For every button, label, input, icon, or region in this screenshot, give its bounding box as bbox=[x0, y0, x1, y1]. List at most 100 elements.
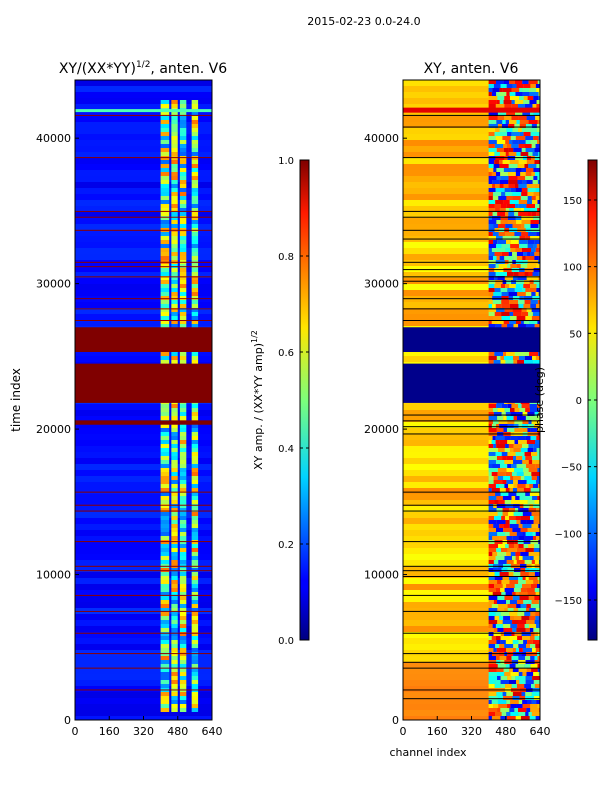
left-bright-cell bbox=[179, 640, 187, 644]
right-disturbed-cell bbox=[529, 608, 536, 612]
left-bright-cell bbox=[191, 276, 199, 280]
right-disturbed-cell bbox=[493, 360, 501, 364]
right-bg-row bbox=[403, 530, 540, 536]
right-disturbed-cell bbox=[502, 620, 513, 624]
right-y-tick-label: 0 bbox=[392, 714, 399, 727]
right-disturbed-cell bbox=[534, 572, 539, 576]
right-disturbed-cell bbox=[508, 576, 519, 580]
right-disturbed-cell bbox=[530, 220, 539, 224]
right-bg-row bbox=[403, 200, 540, 206]
right-disturbed-cell bbox=[507, 132, 512, 136]
right-disturbed-cell bbox=[525, 576, 529, 580]
left-bright-cell bbox=[191, 184, 199, 188]
left-bright-cell bbox=[191, 456, 199, 460]
left-bg-row bbox=[75, 674, 212, 680]
right-cbar-tick-label: −50 bbox=[561, 463, 582, 474]
right-disturbed-cell bbox=[529, 716, 536, 720]
right-bg-row bbox=[403, 518, 540, 524]
right-disturbed-cell bbox=[525, 456, 532, 460]
right-disturbed-cell bbox=[495, 460, 505, 464]
right-disturbed-cell bbox=[516, 84, 524, 88]
right-disturbed-cell bbox=[537, 208, 540, 212]
right-disturbed-cell bbox=[506, 656, 512, 660]
right-disturbed-cell bbox=[509, 524, 519, 528]
left-bright-cell bbox=[160, 240, 170, 244]
right-bg-row bbox=[403, 80, 540, 86]
right-disturbed-cell bbox=[538, 356, 540, 360]
left-bright-cell bbox=[191, 180, 199, 184]
left-bright-cell bbox=[179, 296, 187, 300]
left-bg-row bbox=[75, 80, 212, 86]
right-disturbed-cell bbox=[513, 324, 519, 328]
right-disturbed-cell bbox=[505, 208, 510, 212]
left-bright-cell bbox=[160, 616, 170, 620]
right-disturbed-cell bbox=[538, 572, 540, 576]
left-bright-cell bbox=[179, 472, 187, 476]
right-disturbed-cell bbox=[495, 556, 505, 560]
right-disturbed-cell bbox=[506, 584, 515, 588]
right-disturbed-cell bbox=[523, 472, 532, 476]
right-disturbed-cell bbox=[528, 576, 538, 580]
right-disturbed-cell bbox=[499, 208, 506, 212]
right-disturbed-cell bbox=[491, 700, 498, 704]
right-disturbed-cell bbox=[517, 484, 526, 488]
left-bright-cell bbox=[191, 620, 199, 624]
right-disturbed-cell bbox=[509, 580, 519, 584]
right-disturbed-cell bbox=[526, 216, 534, 220]
right-disturbed-cell bbox=[536, 416, 540, 420]
right-disturbed-cell bbox=[538, 580, 540, 584]
right-disturbed-cell bbox=[527, 528, 537, 532]
right-disturbed-cell bbox=[488, 264, 496, 268]
right-disturbed-cell bbox=[515, 284, 521, 288]
left-bg-row bbox=[75, 434, 212, 440]
right-disturbed-cell bbox=[525, 176, 534, 180]
right-disturbed-cell bbox=[519, 244, 528, 248]
right-disturbed-cell bbox=[519, 504, 524, 508]
left-bright-cell bbox=[191, 256, 199, 260]
right-disturbed-cell bbox=[509, 300, 519, 304]
right-disturbed-cell bbox=[497, 568, 502, 572]
left-bright-cell bbox=[160, 464, 170, 468]
right-disturbed-cell bbox=[508, 212, 515, 216]
left-bright-cell bbox=[171, 516, 178, 520]
right-disturbed-cell bbox=[499, 616, 504, 620]
left-bright-cell bbox=[160, 256, 170, 260]
right-disturbed-cell bbox=[509, 508, 516, 512]
left-bg-row bbox=[75, 230, 212, 236]
left-bright-cell bbox=[179, 120, 187, 124]
right-bg-row bbox=[403, 440, 540, 446]
left-bright-cell bbox=[179, 544, 187, 548]
left-bright-cell bbox=[171, 180, 178, 184]
left-bg-row bbox=[75, 710, 212, 716]
right-disturbed-cell bbox=[504, 356, 514, 360]
right-disturbed-cell bbox=[512, 620, 519, 624]
left-bright-cell bbox=[191, 500, 199, 504]
right-disturbed-cell bbox=[498, 232, 506, 236]
right-disturbed-cell bbox=[510, 412, 517, 416]
left-bright-cell bbox=[191, 552, 199, 556]
right-disturbed-cell bbox=[521, 168, 527, 172]
right-disturbed-cell bbox=[525, 416, 530, 420]
right-disturbed-cell bbox=[522, 92, 530, 96]
right-disturbed-cell bbox=[516, 628, 526, 632]
left-bright-cell bbox=[179, 124, 187, 128]
right-flag-line bbox=[403, 320, 540, 321]
right-disturbed-cell bbox=[525, 692, 532, 696]
left-bg-row bbox=[75, 170, 212, 176]
right-disturbed-cell bbox=[534, 560, 539, 564]
right-disturbed-cell bbox=[488, 292, 494, 296]
right-bg-row bbox=[403, 320, 540, 326]
right-disturbed-cell bbox=[531, 308, 538, 312]
left-bright-cell bbox=[171, 224, 178, 228]
left-bright-cell bbox=[191, 560, 199, 564]
left-bright-cell bbox=[179, 248, 187, 252]
left-bright-cell bbox=[179, 684, 187, 688]
right-disturbed-cell bbox=[509, 636, 518, 640]
right-disturbed-cell bbox=[517, 176, 526, 180]
right-disturbed-cell bbox=[502, 576, 509, 580]
right-disturbed-cell bbox=[495, 680, 501, 684]
right-disturbed-cell bbox=[528, 460, 533, 464]
right-disturbed-cell bbox=[526, 644, 530, 648]
left-bright-cell bbox=[191, 580, 199, 584]
right-disturbed-cell bbox=[528, 272, 533, 276]
